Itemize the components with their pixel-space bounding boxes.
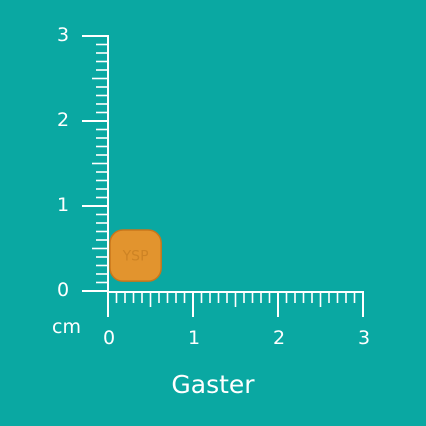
pill-imprint: YSP (122, 249, 149, 265)
pill: YSP (109, 229, 162, 282)
pill-body (109, 229, 162, 282)
y-label-2: 2 (57, 109, 70, 131)
x-label-1: 1 (188, 327, 201, 349)
ruler-ticks (82, 35, 364, 317)
y-label-3: 3 (57, 24, 70, 46)
x-label-3: 3 (358, 327, 371, 349)
y-label-0: 0 (57, 279, 70, 301)
caption: Gaster (171, 370, 255, 399)
y-label-1: 1 (57, 194, 70, 216)
x-label-0: 0 (103, 327, 116, 349)
unit-label: cm (52, 316, 81, 338)
x-label-2: 2 (273, 327, 286, 349)
